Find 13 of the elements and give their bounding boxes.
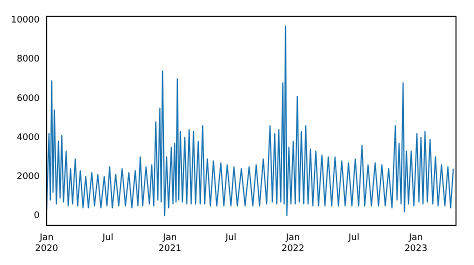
y-tick-label: 8000	[16, 54, 40, 65]
x-tick-label: Jan 2021	[158, 233, 182, 254]
y-tick-label: 0	[34, 210, 40, 221]
y-tick-label: 2000	[16, 172, 40, 182]
x-tick-label: Jan 2022	[281, 233, 304, 254]
x-tick-label: Jul	[102, 233, 114, 244]
x-tick-label: Jul	[224, 233, 236, 244]
x-tick-label: Jan 2023	[404, 233, 428, 254]
y-tick-label: 10000	[10, 16, 40, 26]
y-tick-label: 4000	[16, 132, 40, 143]
y-tick-label: 6000	[16, 94, 40, 104]
x-tick-label: Jan 2020	[35, 233, 58, 254]
x-tick-label: Jul	[347, 233, 360, 244]
